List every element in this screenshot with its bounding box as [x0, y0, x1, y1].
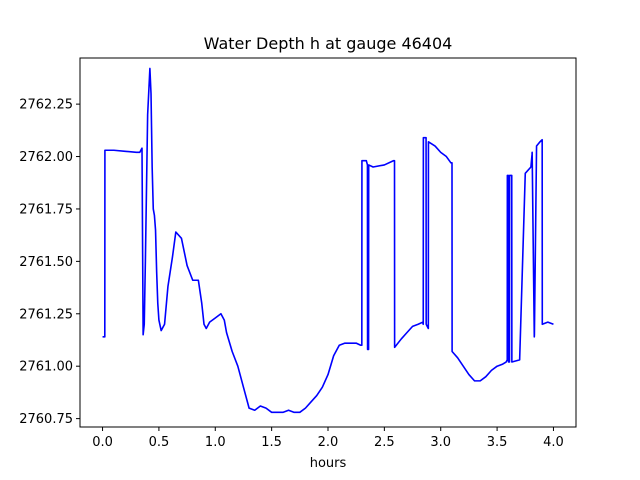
plot-frame	[79, 57, 577, 428]
x-tick-label: 0.0	[92, 435, 113, 450]
x-tick-label: 1.0	[205, 435, 226, 450]
y-tick-label: 2761.50	[19, 255, 73, 270]
x-tick-label: 0.5	[149, 435, 170, 450]
y-tick-label: 2762.00	[19, 150, 73, 165]
chart-title: Water Depth h at gauge 46404	[204, 34, 453, 53]
y-tick-label: 2762.25	[19, 98, 73, 113]
x-tick-label: 3.5	[487, 435, 508, 450]
x-tick-label: 3.0	[430, 435, 451, 450]
y-tick-label: 2761.75	[19, 202, 73, 217]
y-tick-label: 2760.75	[19, 412, 73, 427]
y-tick-label: 2761.00	[19, 360, 73, 375]
y-tick-label: 2761.25	[19, 307, 73, 322]
y-axis: 2760.75 2761.00 2761.25 2761.50 2761.75 2762.…	[19, 98, 80, 427]
series-layer	[102, 67, 554, 414]
x-tick-label: 1.5	[261, 435, 282, 450]
x-tick-label: 4.0	[543, 435, 564, 450]
x-tick-label: 2.5	[374, 435, 395, 450]
series-line	[102, 67, 554, 414]
x-axis-label: hours	[310, 456, 347, 471]
x-axis: 0.0 0.5 1.0 1.5 2.0 2.5 3.0 3.5 4.0	[92, 427, 564, 450]
x-tick-label: 2.0	[318, 435, 339, 450]
